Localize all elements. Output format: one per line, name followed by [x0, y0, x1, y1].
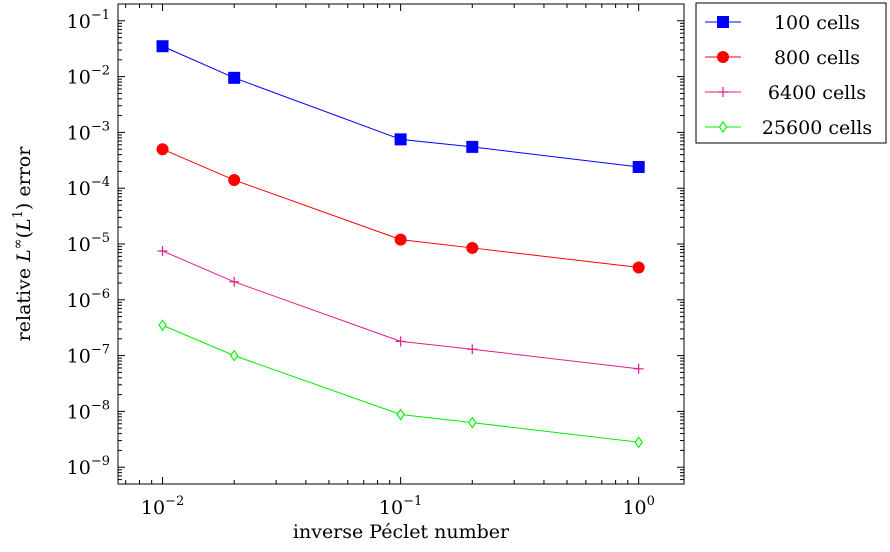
y-tick-exp: −1 [91, 8, 110, 23]
y-tick-base: 10 [67, 234, 91, 256]
y-tick-exp: −9 [91, 454, 110, 469]
data-point [467, 242, 478, 253]
x-tick-exp: 0 [647, 494, 655, 509]
data-point [633, 262, 644, 273]
data-point [231, 351, 238, 361]
data-point [229, 72, 240, 83]
y-tick-base: 10 [67, 290, 91, 312]
x-tick-base: 10 [622, 497, 646, 519]
x-tick-label: 10−1 [379, 494, 422, 519]
y-axis-title-mid: ( [13, 231, 35, 238]
data-point [157, 41, 168, 52]
y-tick-exp: −6 [91, 287, 110, 302]
data-point [634, 364, 644, 374]
y-tick-label: 10−8 [67, 398, 110, 423]
legend-label: 25600 cells [762, 117, 872, 139]
series-line-1 [163, 149, 639, 267]
y-tick-label: 10−5 [67, 231, 110, 256]
x-tick-exp: −2 [165, 494, 184, 509]
y-tick-base: 10 [67, 178, 91, 200]
y-tick-base: 10 [67, 457, 91, 479]
legend-label: 6400 cells [768, 82, 866, 104]
tick-labels: 10−2 10−1 10010−910−810−710−610−510−410−31… [67, 8, 655, 519]
legend-label: 100 cells [774, 12, 860, 34]
x-tick-base: 10 [141, 497, 165, 519]
x-tick-base: 10 [379, 497, 403, 519]
y-tick-label: 10−9 [67, 454, 110, 479]
y-axis-title-pre: relative [13, 262, 35, 341]
y-tick-exp: −3 [91, 119, 110, 134]
x-axis-title: inverse Péclet number [293, 521, 510, 543]
data-point [159, 320, 166, 330]
series-markers [157, 41, 644, 448]
x-tick-exp: −1 [403, 494, 422, 509]
data-point [157, 144, 168, 155]
x-tick-label: 10−2 [141, 494, 184, 519]
legend: 100 cells 800 cells 6400 cells 25600 cells [696, 3, 886, 143]
y-axis-title-sup1: ∞ [11, 238, 26, 249]
data-point [635, 437, 642, 447]
y-tick-label: 10−7 [67, 343, 110, 368]
y-tick-exp: −8 [91, 398, 110, 413]
data-point [395, 134, 406, 145]
data-point [396, 336, 406, 346]
legend-marker [718, 17, 729, 28]
y-tick-base: 10 [67, 346, 91, 368]
y-tick-label: 10−1 [67, 8, 110, 33]
y-tick-base: 10 [67, 122, 91, 144]
data-point [633, 161, 644, 172]
y-axis-title-L2: L [13, 218, 35, 232]
y-tick-label: 10−3 [67, 119, 110, 144]
legend-marker [718, 52, 729, 63]
data-point [469, 418, 476, 428]
data-point [467, 344, 477, 354]
y-tick-label: 10−6 [67, 287, 110, 312]
data-point [229, 277, 239, 287]
y-axis-title: relative L∞(L1) error [11, 146, 35, 342]
y-tick-base: 10 [67, 401, 91, 423]
data-point [158, 246, 168, 256]
data-point [467, 141, 478, 152]
y-axis-title-sup2: 1 [11, 210, 26, 218]
y-tick-exp: −5 [91, 231, 110, 246]
data-point [229, 175, 240, 186]
legend-label: 800 cells [774, 47, 860, 69]
data-point [397, 409, 404, 419]
y-tick-exp: −7 [91, 343, 110, 358]
y-tick-base: 10 [67, 11, 91, 33]
y-tick-base: 10 [67, 67, 91, 89]
y-tick-exp: −2 [91, 64, 110, 79]
series-line-0 [163, 46, 639, 167]
data-point [395, 234, 406, 245]
y-tick-exp: −4 [91, 175, 110, 190]
y-tick-label: 10−2 [67, 64, 110, 89]
y-axis-title-L: L [13, 249, 35, 263]
y-axis-title-post: ) error [13, 146, 35, 210]
x-tick-label: 100 [622, 494, 654, 519]
y-tick-label: 10−4 [67, 175, 110, 200]
